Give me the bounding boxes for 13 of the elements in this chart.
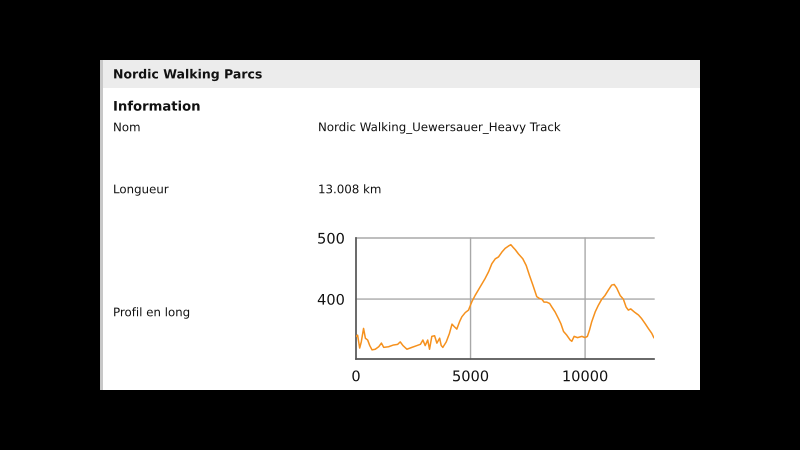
text: Nordic Walking Parcs [114,68,262,82]
text: Profil en long [114,307,190,319]
x-tick-label: 5000 [453,370,488,382]
text: Information [114,100,200,111]
text: Nordic Walking_Uewersauer_Heavy Track [319,122,561,134]
x-tick-label: 10000 [563,370,608,382]
y-tick-label: 500 [318,232,344,244]
y-tick-label: 400 [318,294,344,305]
line-series [356,244,654,351]
text: Longueur [114,184,169,196]
text: Nom [114,122,140,132]
x-tick-label: 0 [352,370,360,382]
text: 13.008 km [319,184,380,194]
